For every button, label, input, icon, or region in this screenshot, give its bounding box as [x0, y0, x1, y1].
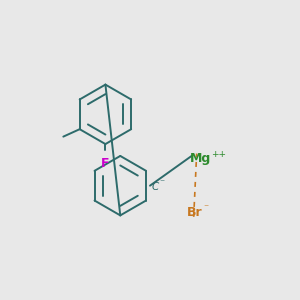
Text: ⁻: ⁻ — [203, 203, 208, 213]
Text: Br: Br — [187, 206, 203, 219]
Text: ⁻: ⁻ — [160, 178, 165, 189]
Text: F: F — [101, 158, 110, 170]
Text: Mg: Mg — [190, 152, 211, 165]
Text: C: C — [152, 182, 159, 192]
Text: ++: ++ — [212, 150, 226, 159]
